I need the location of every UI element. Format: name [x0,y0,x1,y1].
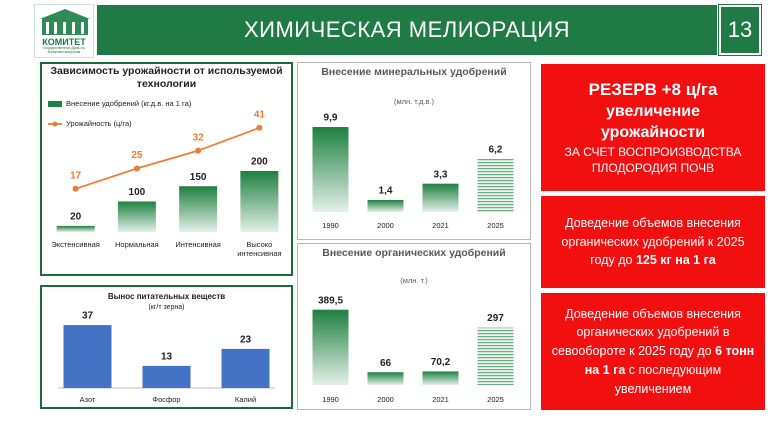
panel-body: Доведение объемов внесения органических … [549,214,757,270]
data-label: 389,5 [318,295,343,306]
line-point [72,185,79,192]
bar [142,365,191,388]
bar [477,327,514,385]
logo-shape [63,22,66,34]
bar [477,158,514,212]
page-number-box [718,4,762,56]
logo-building [40,9,90,35]
bar [422,371,459,385]
line-point [195,147,202,154]
logo-subtitle: Государственной Думы по аграрным вопроса… [42,46,86,54]
x-tick-label: 2021 [432,395,449,404]
x-tick-label: 2021 [432,221,449,230]
bar [117,201,156,232]
panel: РЕЗЕРВ +8 ц/га увеличение урожайности ЗА… [541,64,765,191]
x-tick-label: Фосфор [152,395,181,404]
panel-body: Доведение объемов внесения органических … [549,305,757,399]
data-label: 6,2 [489,144,503,155]
x-tick-label: 1990 [322,395,339,404]
logo: КОМИТЕТ Государственной Думы по аграрным… [34,4,94,58]
header-bar [97,5,717,55]
x-tick-label: Высоко интенсивная [237,240,282,258]
bar [367,199,404,212]
chart-title: Внесение органических удобрений [322,247,506,259]
logo-shape [40,9,90,19]
data-label: 70,2 [431,357,451,368]
data-label: 66 [380,358,392,369]
line [75,126,260,190]
data-label: 3,3 [434,169,448,180]
bar [56,225,95,232]
chart-subtitle: (млн. т.д.в.) [393,97,435,106]
chart-subtitle: (млн. т.) [400,276,428,285]
panel-text: ЗА СЧЕТ ВОСПРОИЗВОДСТВА ПЛОДОРОДИЯ ПОЧВ [564,144,742,176]
chart-title: Зависимость урожайности от используемой … [50,65,283,90]
x-tick-label: 2025 [487,395,504,404]
legend-label: Внесение удобрений (кг.д.в. на 1 га) [66,99,192,108]
panel-heading: РЕЗЕРВ +8 ц/га [588,79,718,99]
logo-title: КОМИТЕТ [42,37,86,47]
bar [221,348,270,388]
bar [367,372,404,385]
data-label: 23 [240,335,252,346]
data-label: 150 [190,172,207,183]
chart-frame [297,243,531,410]
chart-title: Внесение минеральных удобрений [321,66,507,78]
panel-emphasis: увеличение урожайности [600,102,706,142]
data-label: 1,4 [379,186,393,197]
data-label: 100 [129,187,146,198]
panel-emphasis: 6 тонн на 1 га [584,344,755,377]
panel: Доведение объемов внесения органических … [541,196,765,288]
data-label: 200 [251,157,268,168]
x-tick-label: Азот [79,395,96,404]
logo-shape [72,22,75,34]
x-tick-label: Интенсивная [175,240,221,249]
header-title: ХИМИЧЕСКАЯ МЕЛИОРАЦИЯ [243,17,571,42]
bar [422,183,459,212]
data-label: 32 [193,132,205,143]
line-point [133,165,140,172]
bar [179,186,218,232]
data-label: 17 [70,170,82,181]
x-tick-label: Нормальная [115,240,159,249]
data-label: 41 [254,109,266,120]
data-label: 20 [70,212,82,223]
x-tick-label: 1990 [322,221,339,230]
chart-subtitle: (кг/т зерна) [148,304,185,311]
x-tick-label: 2000 [377,395,394,404]
legend-swatch [52,121,58,127]
x-tick-label: Калий [234,395,257,404]
bar [240,171,279,232]
chart-frame [40,62,293,276]
chart-title: Вынос питательных веществ [107,292,226,301]
panel-text: Доведение объемов внесения органических … [551,306,741,359]
data-label: 9,9 [324,113,338,124]
legend-swatch [48,101,62,107]
x-tick-label: 2000 [377,221,394,230]
data-label: 13 [161,352,173,363]
bar [63,325,112,388]
legend-label: Урожайность (ц/га) [66,119,132,128]
chart-frame [297,62,531,240]
line-point [256,124,263,131]
data-label: 25 [131,150,143,161]
x-tick-label: 2025 [487,221,504,230]
logo-shape [46,22,49,34]
panel: Доведение объемов внесения органических … [541,293,765,410]
data-label: 37 [82,311,94,322]
chart-frame [40,285,293,409]
page-number: 13 [727,17,753,42]
x-tick-label: Экстенсивная [51,240,100,249]
logo-shape [81,22,84,34]
panel-emphasis: 125 кг на 1 га [635,253,716,268]
panel-text: Доведение объемов внесения органических … [561,215,745,268]
panel-text: с последующим увеличением [614,362,722,396]
data-label: 297 [487,313,504,324]
bar [312,127,349,212]
logo-shape [54,22,57,34]
bar [312,309,349,385]
